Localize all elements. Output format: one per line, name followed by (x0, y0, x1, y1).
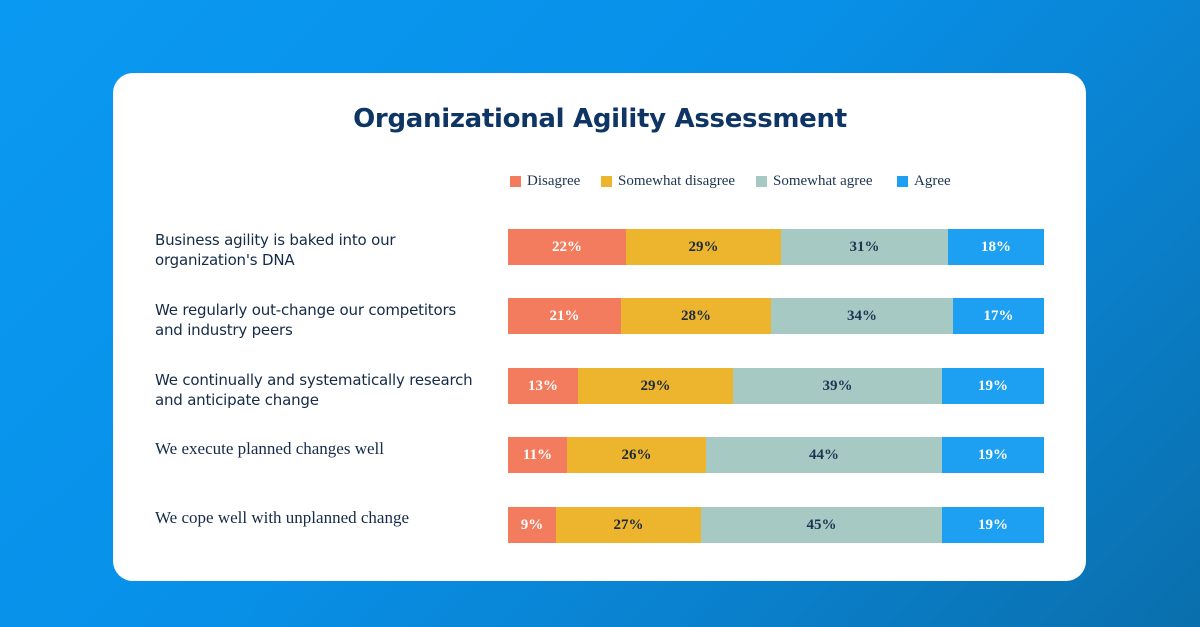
data-label: 44% (809, 446, 839, 463)
legend-item: Somewhat disagree (601, 172, 735, 190)
data-label: 31% (849, 238, 880, 255)
legend-swatch (897, 175, 908, 187)
bar-segment: 45% (701, 507, 942, 543)
data-label: 26% (621, 446, 652, 463)
data-label: 34% (847, 307, 877, 324)
bar-segment: 21% (508, 298, 621, 334)
legend-label: Disagree (527, 172, 581, 189)
bar-segment: 19% (942, 507, 1044, 543)
data-label: 19% (978, 516, 1008, 533)
bar-row: 13% 29% 39% 19% (508, 368, 1044, 404)
chart-title: Organizational Agility Assessment (353, 104, 847, 134)
legend-item: Disagree (510, 172, 580, 190)
bar-segment: 22% (508, 229, 626, 265)
category-label: We execute planned changes well (155, 439, 384, 458)
legend-swatch (510, 175, 521, 187)
legend-label: Somewhat disagree (618, 172, 736, 189)
legend-item: Somewhat agree (756, 172, 873, 190)
data-label: 11% (522, 446, 553, 463)
bar-segment: 26% (567, 437, 706, 473)
data-label: 45% (806, 516, 837, 533)
bar-segment: 19% (942, 437, 1044, 473)
data-label: 13% (528, 377, 558, 394)
legend-label: Agree (914, 172, 951, 189)
bar-segment: 39% (733, 368, 942, 404)
legend-item: Agree (897, 172, 951, 190)
data-label: 27% (613, 516, 644, 533)
data-label: 17% (983, 307, 1014, 324)
bar-segment: 13% (508, 368, 578, 404)
data-label: 9% (520, 516, 544, 533)
bar-segment: 18% (948, 229, 1044, 265)
data-label: 22% (552, 238, 582, 255)
bar-segment: 11% (508, 437, 567, 473)
data-label: 18% (981, 238, 1011, 255)
category-label: We regularly out-change our competitors … (155, 301, 457, 339)
bar-segment: 34% (771, 298, 953, 334)
bar-segment: 19% (942, 368, 1044, 404)
data-label: 28% (681, 307, 711, 324)
data-label: 21% (549, 307, 580, 324)
bar-row: 22% 29% 31% 18% (508, 229, 1044, 265)
bar-segment: 9% (508, 507, 556, 543)
bar-row: 9% 27% 45% 19% (508, 507, 1044, 543)
bar-segment: 31% (781, 229, 948, 265)
legend-label: Somewhat agree (773, 172, 873, 189)
bar-segment: 29% (626, 229, 781, 265)
category-label: We continually and systematically resear… (155, 371, 473, 409)
bar-row: 21% 28% 34% 17% (508, 298, 1044, 334)
data-label: 19% (978, 446, 1008, 463)
bar-segment: 44% (706, 437, 942, 473)
data-label: 19% (978, 377, 1008, 394)
data-label: 29% (688, 238, 719, 255)
bar-segment: 28% (621, 298, 771, 334)
bar-segment: 27% (556, 507, 701, 543)
legend-swatch (756, 175, 767, 187)
bar-row: 11% 26% 44% 19% (508, 437, 1044, 473)
data-label: 39% (822, 377, 853, 394)
bar-segment: 17% (953, 298, 1044, 334)
legend-swatch (601, 175, 612, 187)
bar-segment: 29% (578, 368, 733, 404)
category-label: We cope well with unplanned change (155, 508, 410, 527)
category-label: Business agility is baked into our organ… (155, 231, 396, 269)
data-label: 29% (640, 377, 671, 394)
